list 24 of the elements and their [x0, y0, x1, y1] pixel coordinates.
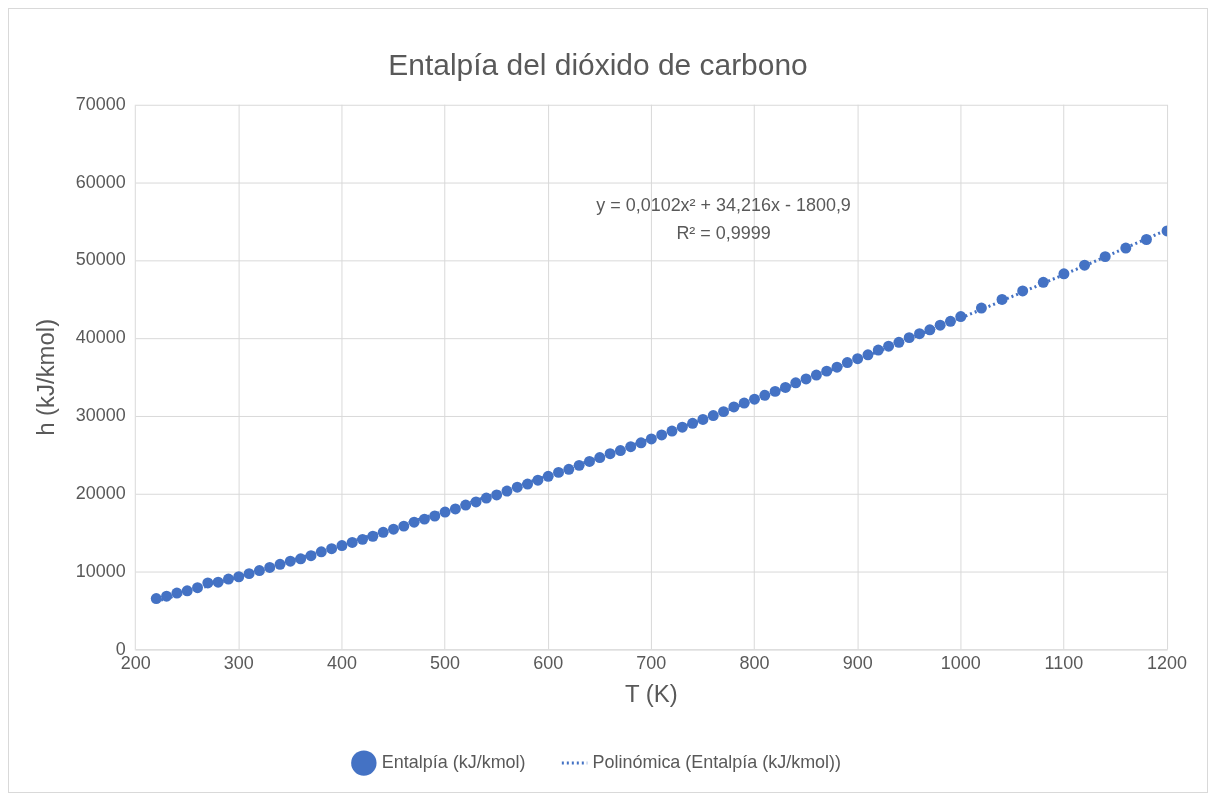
x-tick-label: 500	[430, 652, 461, 673]
y-tick-label: 50000	[75, 249, 126, 270]
x-tick-label: 400	[326, 652, 357, 673]
y-tick-label: 40000	[75, 327, 126, 348]
x-tick-label: 700	[636, 652, 667, 673]
x-tick-label: 1200	[1147, 652, 1188, 673]
x-tick-label: 800	[739, 652, 770, 673]
y-tick-label: 20000	[75, 483, 126, 504]
annotation: y = 0,0102x² + 34,216x - 1800,9	[596, 194, 851, 215]
y-axis-title: h (kJ/kmol)	[31, 318, 59, 436]
y-tick-label: 10000	[75, 561, 126, 582]
y-tick-label: 30000	[75, 405, 126, 426]
x-axis-title: T (K)	[624, 680, 678, 708]
legend-label: Entalpía (kJ/kmol)	[381, 752, 526, 773]
x-tick-label: 1100	[1044, 652, 1084, 673]
chart-title: Entalpía del dióxido de carbono	[388, 48, 808, 82]
annotation: R² = 0,9999	[676, 222, 771, 243]
y-tick-label: 70000	[75, 93, 126, 114]
y-tick-label: 60000	[75, 171, 126, 192]
x-tick-label: 1000	[940, 652, 981, 673]
x-tick-label: 600	[533, 652, 564, 673]
x-tick-label: 300	[223, 652, 254, 673]
legend-label: Polinómica (Entalpía (kJ/kmol))	[592, 752, 842, 773]
x-tick-label: 900	[842, 652, 873, 673]
